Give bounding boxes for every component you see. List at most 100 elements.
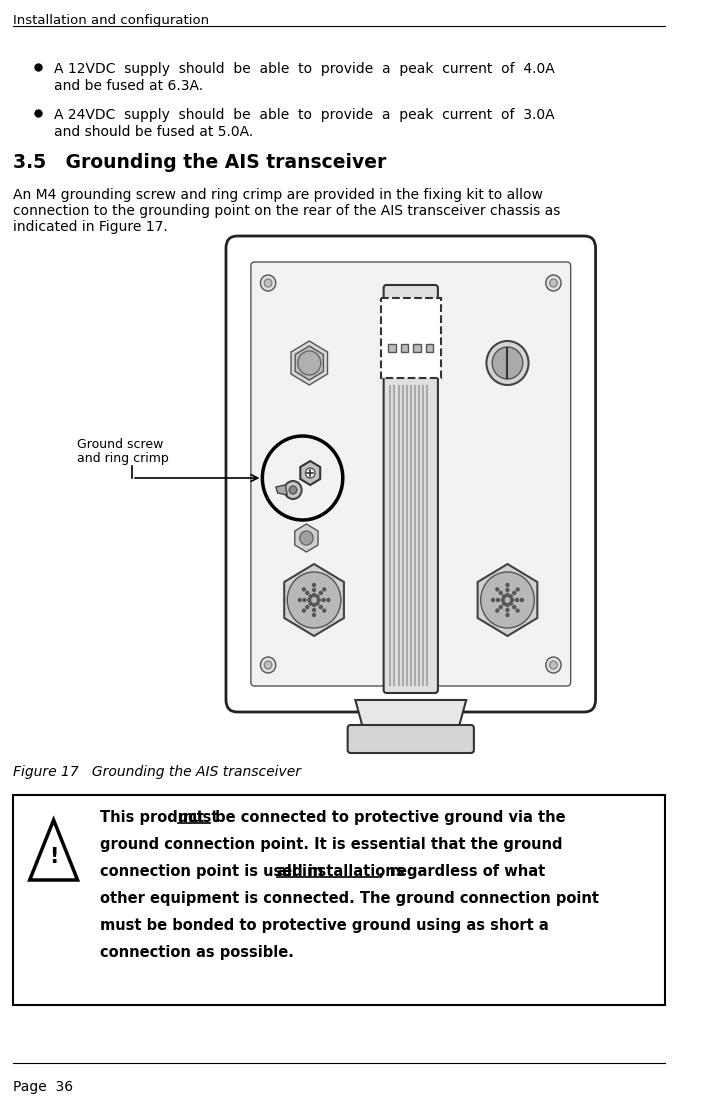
Circle shape	[516, 587, 519, 591]
Circle shape	[313, 604, 316, 606]
Circle shape	[506, 614, 509, 616]
Circle shape	[499, 606, 502, 608]
Circle shape	[313, 594, 316, 596]
Circle shape	[496, 587, 498, 591]
Text: connection to the grounding point on the rear of the AIS transceiver chassis as: connection to the grounding point on the…	[13, 204, 561, 218]
Text: !: !	[49, 847, 58, 867]
Circle shape	[510, 598, 514, 602]
Circle shape	[303, 587, 306, 591]
Text: must be bonded to protective ground using as short a: must be bonded to protective ground usin…	[99, 918, 548, 933]
Text: must: must	[178, 810, 220, 825]
Circle shape	[506, 604, 509, 606]
Polygon shape	[295, 346, 323, 380]
Circle shape	[260, 276, 276, 291]
Circle shape	[516, 609, 519, 612]
Text: An M4 grounding screw and ring crimp are provided in the fixing kit to allow: An M4 grounding screw and ring crimp are…	[13, 188, 543, 202]
Circle shape	[318, 598, 320, 602]
Text: 3.5   Grounding the AIS transceiver: 3.5 Grounding the AIS transceiver	[13, 153, 387, 172]
Circle shape	[510, 595, 513, 598]
Circle shape	[303, 609, 306, 612]
Bar	[425, 344, 433, 352]
Circle shape	[313, 583, 316, 586]
Circle shape	[546, 657, 561, 673]
Circle shape	[492, 347, 523, 379]
Text: connection as possible.: connection as possible.	[99, 946, 294, 960]
Circle shape	[491, 598, 495, 602]
Polygon shape	[276, 485, 287, 495]
Circle shape	[520, 598, 523, 602]
Circle shape	[506, 608, 509, 612]
Circle shape	[309, 595, 312, 598]
Circle shape	[549, 279, 557, 287]
Circle shape	[306, 592, 308, 594]
Circle shape	[499, 592, 502, 594]
Text: , regardless of what: , regardless of what	[379, 864, 545, 879]
FancyBboxPatch shape	[226, 236, 596, 712]
Circle shape	[284, 480, 301, 499]
Circle shape	[309, 602, 312, 605]
Bar	[413, 344, 421, 352]
Text: Figure 17   Grounding the AIS transceiver: Figure 17 Grounding the AIS transceiver	[13, 765, 301, 779]
Text: This product: This product	[99, 810, 208, 825]
FancyBboxPatch shape	[251, 262, 571, 687]
Circle shape	[306, 468, 315, 478]
Circle shape	[264, 661, 272, 669]
Polygon shape	[381, 298, 441, 378]
Circle shape	[313, 588, 316, 592]
Circle shape	[501, 598, 504, 602]
Bar	[401, 344, 408, 352]
Circle shape	[316, 602, 319, 605]
Text: and should be fused at 5.0A.: and should be fused at 5.0A.	[54, 125, 253, 139]
Circle shape	[298, 598, 301, 602]
Text: other equipment is connected. The ground connection point: other equipment is connected. The ground…	[99, 892, 598, 906]
Circle shape	[506, 583, 509, 586]
Circle shape	[506, 588, 509, 592]
Polygon shape	[284, 564, 344, 636]
Bar	[389, 344, 396, 352]
Circle shape	[313, 614, 316, 616]
Text: be connected to protective ground via the: be connected to protective ground via th…	[210, 810, 565, 825]
Circle shape	[327, 598, 330, 602]
Circle shape	[503, 595, 506, 598]
Polygon shape	[30, 820, 77, 880]
Circle shape	[306, 606, 308, 608]
Circle shape	[323, 587, 325, 591]
Circle shape	[513, 606, 515, 608]
Polygon shape	[355, 700, 467, 728]
Circle shape	[298, 352, 320, 375]
Circle shape	[322, 598, 325, 602]
Polygon shape	[301, 461, 320, 485]
Circle shape	[313, 608, 316, 612]
Circle shape	[260, 657, 276, 673]
Circle shape	[549, 661, 557, 669]
Circle shape	[503, 602, 506, 605]
Circle shape	[287, 572, 341, 628]
Circle shape	[319, 606, 323, 608]
Text: and be fused at 6.3A.: and be fused at 6.3A.	[54, 79, 203, 93]
Circle shape	[506, 594, 509, 596]
FancyBboxPatch shape	[384, 285, 438, 693]
Circle shape	[513, 592, 515, 594]
Text: Installation and configuration: Installation and configuration	[13, 14, 210, 28]
Circle shape	[496, 609, 498, 612]
Circle shape	[323, 609, 325, 612]
Circle shape	[308, 598, 311, 602]
Circle shape	[496, 598, 499, 602]
Circle shape	[319, 592, 323, 594]
Text: A 12VDC  supply  should  be  able  to  provide  a  peak  current  of  4.0A: A 12VDC supply should be able to provide…	[54, 62, 554, 76]
Polygon shape	[478, 564, 537, 636]
Circle shape	[546, 276, 561, 291]
Circle shape	[264, 279, 272, 287]
Text: Page  36: Page 36	[13, 1080, 74, 1094]
Text: connection point is used in: connection point is used in	[99, 864, 328, 879]
Circle shape	[289, 486, 297, 494]
Text: ground connection point. It is essential that the ground: ground connection point. It is essential…	[99, 838, 562, 852]
FancyBboxPatch shape	[13, 795, 666, 1005]
Text: and ring crimp: and ring crimp	[77, 452, 168, 465]
Text: Ground screw: Ground screw	[77, 437, 163, 451]
Circle shape	[481, 572, 535, 628]
Circle shape	[303, 598, 306, 602]
Circle shape	[486, 341, 528, 385]
Text: A 24VDC  supply  should  be  able  to  provide  a  peak  current  of  3.0A: A 24VDC supply should be able to provide…	[54, 108, 554, 122]
Text: indicated in Figure 17.: indicated in Figure 17.	[13, 220, 168, 234]
